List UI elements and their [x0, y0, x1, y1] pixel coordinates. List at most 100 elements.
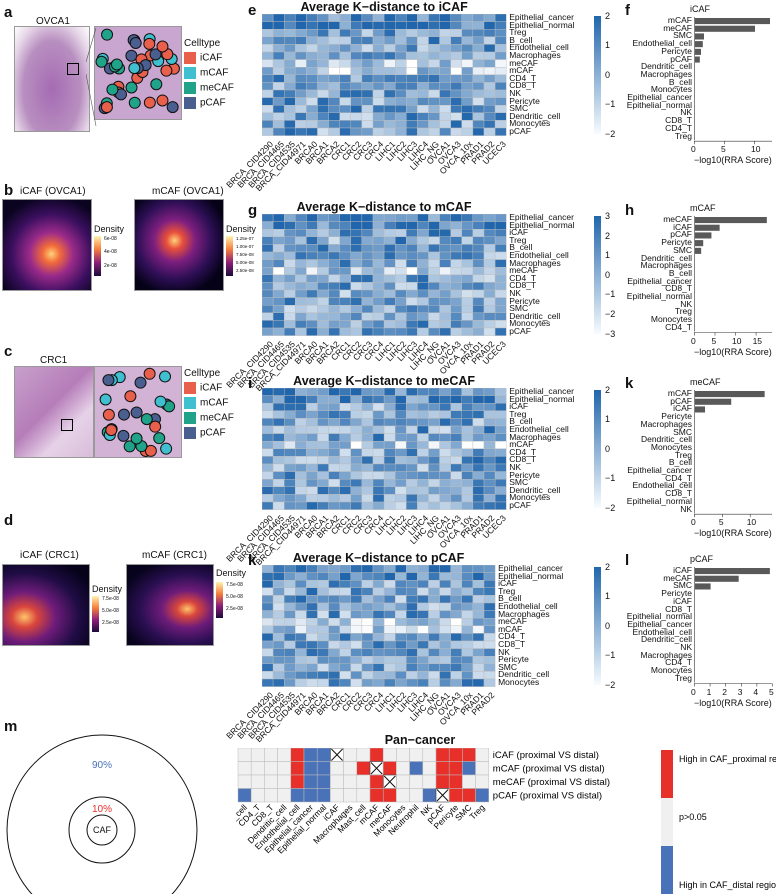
- heatmap-cell: [472, 633, 485, 642]
- heatmap-cell: [483, 595, 496, 604]
- heatmap-cell: [394, 633, 407, 642]
- heatmap-cell: [361, 112, 374, 121]
- heatmap-cell: [406, 74, 418, 83]
- heatmap-cell: [339, 221, 351, 230]
- heatmap-cell: [284, 640, 296, 649]
- heatmap-cell: [428, 478, 440, 487]
- heatmap-cell: [328, 104, 340, 113]
- heatmap-cell: [450, 97, 462, 106]
- heatmap-cell: [439, 67, 451, 76]
- heatmap-cell: [262, 244, 274, 253]
- heatmap-cell: [284, 282, 296, 291]
- heatmap-cell: [494, 74, 507, 83]
- heatmap-cell: [350, 486, 363, 495]
- cell-dot: [154, 395, 167, 408]
- heatmap-cell: [350, 74, 363, 83]
- heatmap-cell: [472, 579, 485, 588]
- heatmap-cell: [394, 655, 407, 664]
- heatmap-cell: [483, 648, 496, 657]
- heatmap-cell: [394, 28, 407, 37]
- heatmap-cell: [439, 97, 451, 106]
- heatmap-cell: [383, 618, 396, 627]
- heatmap-cell: [383, 28, 396, 37]
- heatmap-cell: [361, 312, 374, 321]
- heatmap-cell: [439, 127, 451, 136]
- heatmap-cell: [450, 14, 462, 22]
- heatmap-cell: [450, 388, 462, 396]
- heatmap-cell: [372, 304, 385, 313]
- heatmap-cell: [295, 244, 307, 253]
- heatmap-cell: [328, 501, 340, 510]
- heatmap-cell: [306, 388, 318, 396]
- heatmap-cell: [328, 251, 340, 260]
- heatmap-cell: [472, 410, 485, 419]
- heatmap-cell: [328, 478, 340, 487]
- heatmap-cell: [483, 74, 496, 83]
- cell-dot: [106, 83, 119, 96]
- heatmap-cell: [317, 565, 329, 573]
- density-title-icaf-ovca1: iCAF (OVCA1): [20, 186, 86, 197]
- heatmap-cell: [339, 320, 351, 329]
- heatmap-cell: [339, 441, 351, 450]
- heatmap-row-label: CD8_T: [509, 280, 537, 291]
- heatmap-cell: [284, 425, 296, 434]
- heatmap-cell: [394, 471, 407, 480]
- heatmap-row-label: SMC: [509, 477, 529, 488]
- heatmap-cell: [361, 120, 374, 129]
- heatmap-cell: [372, 595, 385, 604]
- heatmap-cell: [428, 327, 440, 336]
- bar-category-label: SMC: [673, 580, 692, 591]
- heatmap-cell: [350, 610, 363, 619]
- heatmap-cell: [417, 625, 429, 634]
- heatmap-scale-tick: −3: [605, 328, 616, 339]
- heatmap-cell: [394, 602, 407, 611]
- heatmap-cell: [428, 610, 440, 619]
- legend-swatch: [184, 382, 196, 394]
- pan-cancer-cell: [330, 788, 344, 803]
- bar-category-label: CD4_T: [665, 122, 692, 133]
- legend-swatch: [184, 397, 196, 409]
- heatmap-cell: [272, 494, 285, 503]
- pan-cancer-cell: [277, 788, 292, 803]
- heatmap-cell: [383, 44, 396, 53]
- heatmap-color-scale: [594, 216, 601, 334]
- heatmap-cell: [472, 67, 485, 76]
- heatmap-cell: [350, 602, 363, 611]
- heatmap-cell: [339, 602, 351, 611]
- cell-dot: [140, 413, 153, 426]
- heatmap-cell: [394, 625, 407, 634]
- heatmap-cell: [328, 59, 340, 68]
- heatmap-cell: [494, 304, 507, 313]
- density-tick: 5.0e-08: [102, 608, 119, 614]
- heatmap-row-label: Endothelial_cell: [509, 250, 569, 260]
- heatmap-cell: [262, 297, 274, 306]
- heatmap-cell: [494, 251, 507, 260]
- bar-category-label: NK: [680, 107, 692, 118]
- heatmap-cell: [428, 97, 440, 106]
- density-scale-b-right: [226, 236, 233, 276]
- heatmap-row-label: Monocytes: [509, 492, 551, 503]
- heatmap-cell: [406, 327, 418, 336]
- heatmap-cell: [306, 28, 318, 37]
- heatmap-cell: [361, 456, 374, 465]
- density-scale-b-left: [94, 236, 101, 276]
- heatmap-cell: [472, 595, 485, 604]
- bar-chart-svg: [694, 567, 773, 687]
- heatmap-cell: [306, 312, 318, 321]
- heatmap-cell: [428, 104, 440, 113]
- heatmap-cell: [306, 565, 318, 573]
- heatmap-cell: [361, 82, 374, 91]
- heatmap-cell: [383, 655, 396, 664]
- heatmap-cell: [272, 418, 285, 427]
- heatmap-color-scale: [594, 390, 601, 508]
- heatmap-cell: [461, 304, 474, 313]
- pan-cancer-cell: [303, 748, 318, 762]
- heatmap-cell: [450, 112, 462, 121]
- heatmap-cell: [306, 97, 318, 106]
- bar-category-label: Pericyte: [661, 45, 692, 56]
- heatmap-cell: [361, 678, 374, 687]
- heatmap-cell: [339, 572, 351, 581]
- heatmap-cell: [295, 289, 307, 298]
- pan-cancer-cell: [475, 774, 490, 789]
- heatmap-cell: [306, 572, 318, 581]
